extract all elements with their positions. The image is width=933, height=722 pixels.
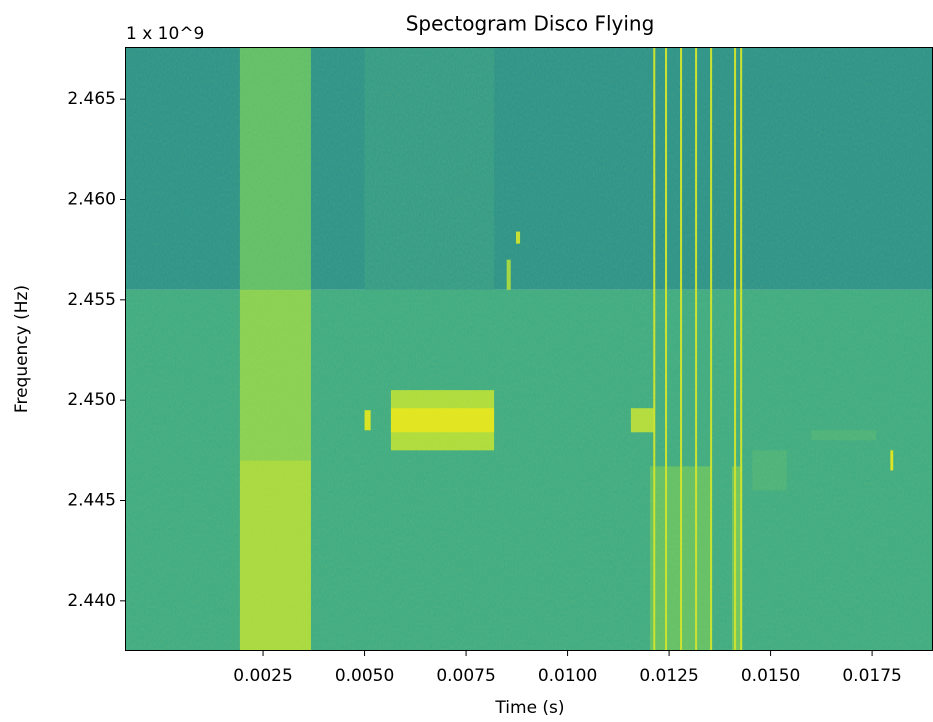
y-tick-label: 2.450 — [67, 390, 116, 410]
x-tick-label: 0.0150 — [741, 666, 800, 686]
offset-text: 1 x 10^9 — [126, 24, 204, 44]
x-tick-label: 0.0100 — [538, 666, 597, 686]
x-tick-label: 0.0125 — [639, 666, 698, 686]
noise-texture — [125, 47, 933, 651]
x-axis-label: Time (s) — [494, 698, 564, 718]
y-tick-label: 2.445 — [67, 491, 116, 511]
y-axis-label: Frequency (Hz) — [12, 285, 32, 413]
y-tick-label: 2.440 — [67, 591, 116, 611]
chart-title: Spectogram Disco Flying — [406, 12, 655, 36]
x-tick-label: 0.0050 — [335, 666, 394, 686]
y-tick-label: 2.455 — [67, 290, 116, 310]
x-tick-label: 0.0025 — [233, 666, 292, 686]
x-tick-label: 0.0075 — [436, 666, 495, 686]
y-tick-label: 2.460 — [67, 190, 116, 210]
y-tick-label: 2.465 — [67, 89, 116, 109]
x-tick-label: 0.0175 — [842, 666, 901, 686]
